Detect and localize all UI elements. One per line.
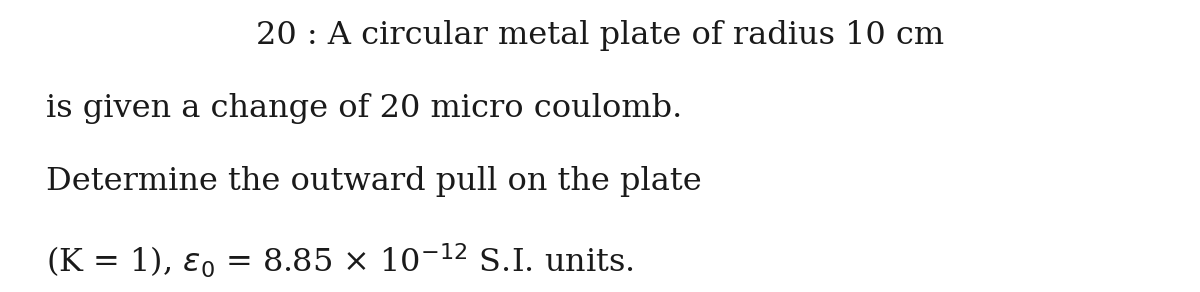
Text: is given a change of 20 micro coulomb.: is given a change of 20 micro coulomb. (46, 93, 682, 124)
Text: Determine the outward pull on the plate: Determine the outward pull on the plate (46, 166, 701, 197)
Text: (K = 1), $\varepsilon_{0}$ = 8.85 × 10$^{-12}$ S.I. units.: (K = 1), $\varepsilon_{0}$ = 8.85 × 10$^… (46, 242, 634, 280)
Text: 20 : A circular metal plate of radius 10 cm: 20 : A circular metal plate of radius 10… (256, 20, 944, 51)
